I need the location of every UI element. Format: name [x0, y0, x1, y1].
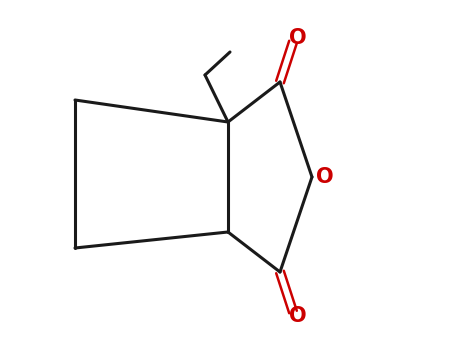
Text: O: O — [289, 28, 307, 48]
Text: O: O — [289, 306, 307, 326]
Text: O: O — [316, 167, 334, 187]
